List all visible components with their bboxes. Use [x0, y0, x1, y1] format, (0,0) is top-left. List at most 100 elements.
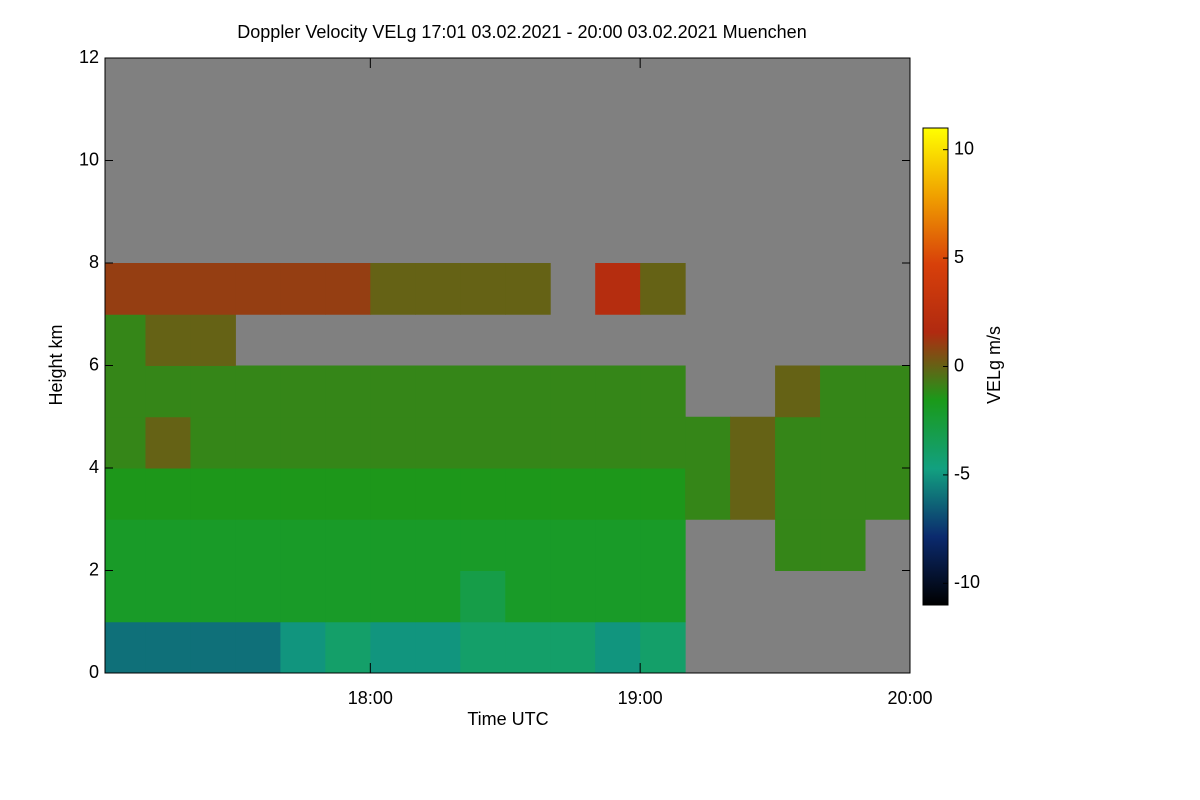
heat-cell — [550, 621, 596, 674]
heat-cell — [190, 263, 236, 315]
heat-cell — [325, 263, 371, 315]
heat-cell — [190, 519, 236, 571]
heat-cell — [595, 416, 641, 469]
heat-cell — [460, 621, 506, 674]
heat-cell — [460, 263, 506, 315]
heat-cell — [550, 365, 596, 418]
heat-cell — [145, 570, 191, 623]
heat-cell — [325, 365, 371, 418]
heat-cell — [820, 519, 866, 571]
heat-cell — [105, 468, 146, 520]
heat-cell — [105, 519, 146, 571]
y-tick-label: 10 — [79, 149, 99, 169]
heat-cell — [595, 263, 641, 315]
colorbar-label: VELg m/s — [984, 326, 1004, 404]
colorbar-tick-label: 5 — [954, 247, 964, 267]
heat-cell — [415, 468, 461, 520]
y-tick-label: 4 — [89, 457, 99, 477]
heat-cell — [235, 468, 281, 520]
heat-cell — [865, 416, 911, 469]
heat-cell — [235, 621, 281, 674]
heat-cell — [775, 365, 821, 418]
heat-cell — [775, 468, 821, 520]
y-tick-label: 12 — [79, 47, 99, 67]
heat-cell — [280, 519, 326, 571]
heat-cell — [460, 416, 506, 469]
heat-cell — [505, 519, 551, 571]
colorbar-tick-label: 0 — [954, 355, 964, 375]
heat-cell — [325, 621, 371, 674]
heat-cell — [685, 468, 731, 520]
heat-cell — [105, 621, 146, 674]
heat-cell — [460, 365, 506, 418]
heat-cell — [415, 416, 461, 469]
heat-cell — [190, 621, 236, 674]
chart-title: Doppler Velocity VELg 17:01 03.02.2021 -… — [237, 22, 806, 42]
colorbar-tick-label: -10 — [954, 572, 980, 592]
heat-cell — [730, 468, 776, 520]
heat-cell — [280, 570, 326, 623]
heat-cell — [640, 365, 686, 418]
heat-cell — [280, 416, 326, 469]
y-tick-label: 0 — [89, 662, 99, 682]
heat-cell — [505, 263, 551, 315]
heat-cell — [235, 416, 281, 469]
heat-cell — [370, 519, 416, 571]
heat-cell — [640, 468, 686, 520]
heat-cell — [640, 263, 686, 315]
y-tick-label: 6 — [89, 354, 99, 374]
heat-cell — [370, 468, 416, 520]
heat-cell — [190, 416, 236, 469]
heat-cell — [595, 519, 641, 571]
heat-cell — [415, 365, 461, 418]
heat-cell — [325, 519, 371, 571]
heat-cell — [550, 416, 596, 469]
heat-cell — [235, 570, 281, 623]
heat-cell — [640, 416, 686, 469]
heat-cell — [505, 621, 551, 674]
heat-cell — [370, 263, 416, 315]
heat-cell — [105, 263, 146, 315]
heat-cell — [415, 570, 461, 623]
heat-cell — [280, 365, 326, 418]
heat-cell — [280, 263, 326, 315]
heat-cell — [505, 416, 551, 469]
heat-cell — [280, 621, 326, 674]
heat-cell — [145, 416, 191, 469]
heat-cell — [145, 468, 191, 520]
x-tick-label: 20:00 — [887, 688, 932, 708]
heat-cell — [865, 468, 911, 520]
heat-cell — [685, 416, 731, 469]
heat-cell — [370, 416, 416, 469]
heat-cell — [730, 416, 776, 469]
heat-cell — [415, 263, 461, 315]
colorbar-tick-label: -5 — [954, 464, 970, 484]
heat-cell — [460, 519, 506, 571]
heat-cell — [820, 365, 866, 418]
heat-cell — [105, 314, 146, 366]
heat-cell — [775, 519, 821, 571]
heat-cell — [595, 468, 641, 520]
heat-cell — [640, 621, 686, 674]
heat-cell — [865, 365, 911, 418]
colorbar-tick-label: 10 — [954, 138, 974, 158]
heat-cell — [415, 621, 461, 674]
heat-cell — [235, 519, 281, 571]
heat-cell — [145, 621, 191, 674]
heat-cell — [325, 468, 371, 520]
heat-cell — [190, 468, 236, 520]
heat-cell — [105, 570, 146, 623]
heat-cell — [640, 519, 686, 571]
heat-cell — [190, 314, 236, 366]
heat-cell — [190, 570, 236, 623]
heat-cell — [550, 468, 596, 520]
heat-cell — [145, 314, 191, 366]
heat-cell — [640, 570, 686, 623]
y-tick-label: 8 — [89, 252, 99, 272]
heat-cell — [460, 570, 506, 623]
heat-cell — [550, 570, 596, 623]
heat-cell — [595, 365, 641, 418]
heat-cell — [145, 519, 191, 571]
heat-cell — [145, 263, 191, 315]
heat-cell — [370, 365, 416, 418]
